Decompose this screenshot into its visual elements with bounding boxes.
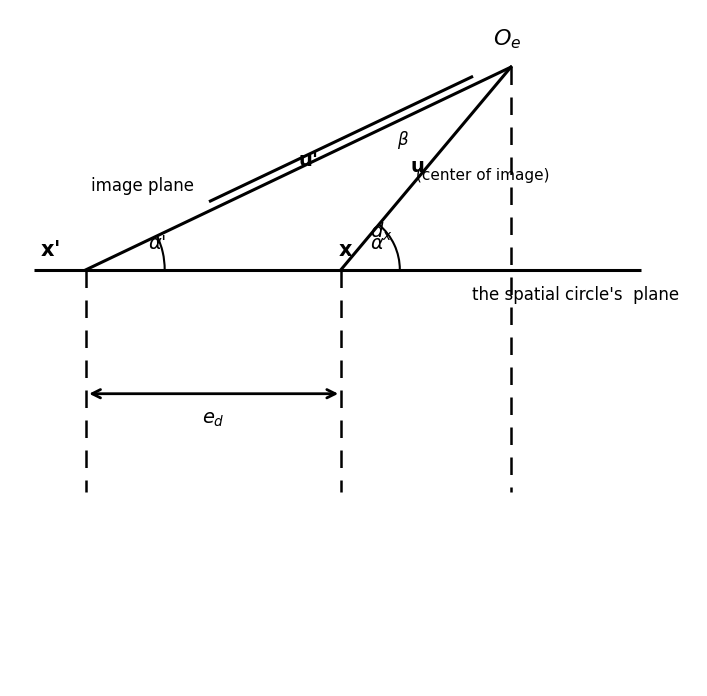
- Text: (center of image): (center of image): [416, 168, 549, 183]
- Text: $\mathbf{u}$': $\mathbf{u}$': [298, 151, 318, 170]
- Text: $\alpha$': $\alpha$': [148, 235, 167, 253]
- Text: $d_x$: $d_x$: [370, 221, 393, 243]
- Text: the spatial circle's  plane: the spatial circle's plane: [472, 286, 679, 304]
- Text: image plane: image plane: [91, 177, 194, 195]
- Text: $e_d$: $e_d$: [202, 411, 225, 429]
- Text: $\mathbf{u}$: $\mathbf{u}$: [409, 157, 424, 175]
- Text: $O_e$: $O_e$: [493, 27, 522, 51]
- Text: $\mathbf{x}$': $\mathbf{x}$': [40, 240, 60, 260]
- Text: $\mathbf{x}$: $\mathbf{x}$: [338, 240, 353, 260]
- Text: $\beta$: $\beta$: [397, 129, 409, 151]
- Text: $\alpha$: $\alpha$: [370, 235, 385, 253]
